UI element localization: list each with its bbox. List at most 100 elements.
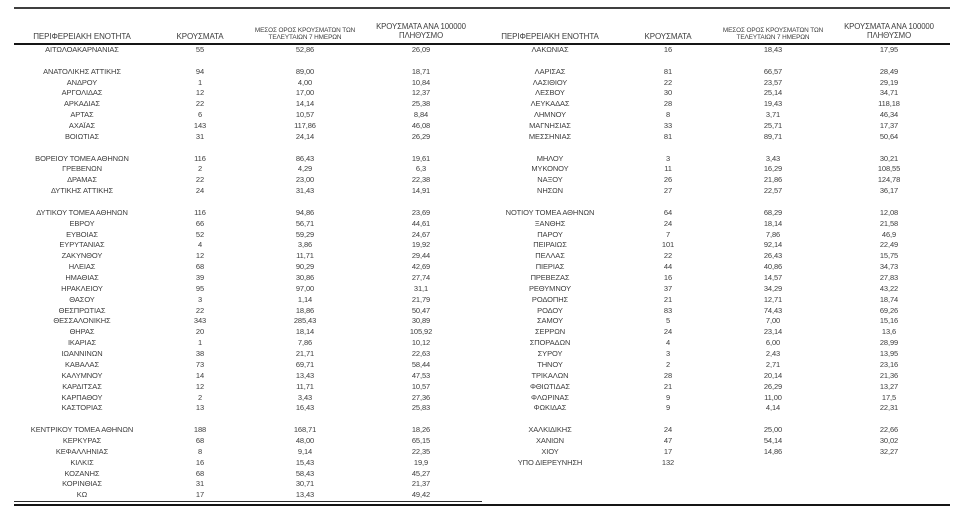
region-cell: ΤΗΝΟΥ: [537, 359, 563, 369]
per100k-cell: 32,27: [879, 446, 899, 456]
table-row: ΖΑΚΥΝΘΟΥ 12 11,71 29,44 ΠΕΛΛΑΣ 22 26,43 …: [14, 251, 950, 262]
cases-cell: 68: [195, 468, 205, 478]
table-row: ΚΑΡΔΙΤΣΑΣ 12 11,71 10,57 ΦΘΙΩΤΙΔΑΣ 21 26…: [14, 382, 950, 393]
table-row: ΔΡΑΜΑΣ 22 23,00 22,38 ΝΑΞΟΥ 26 21,86 124…: [14, 175, 950, 186]
per100k-cell: 25,38: [411, 99, 431, 109]
header-region-right: ΠΕΡΙΦΕΡΕΙΑΚΗ ΕΝΟΤΗΤΑ: [482, 9, 618, 41]
table-row: ΒΟΙΩΤΙΑΣ 31 24,14 26,29 ΜΕΣΣΗΝΙΑΣ 81 89,…: [14, 132, 950, 143]
avg7-cell: 3,43: [765, 153, 781, 163]
cases-cell: 11: [664, 164, 672, 174]
per100k-cell: 118,18: [878, 99, 900, 109]
region-cell: [482, 490, 618, 501]
per100k-cell: [360, 56, 482, 67]
region-cell: ΠΙΕΡΙΑΣ: [535, 262, 565, 272]
per100k-cell: 19,92: [411, 240, 431, 250]
avg7-cell: [718, 479, 828, 490]
cases-cell: 22: [195, 175, 205, 185]
per100k-cell: 30,02: [879, 435, 899, 445]
region-cell: ΗΛΕΙΑΣ: [68, 262, 96, 272]
avg7-cell: 2,43: [765, 349, 781, 359]
table-row: ΚΑΣΤΟΡΙΑΣ 13 16,43 25,83 ΦΩΚΙΔΑΣ 9 4,14 …: [14, 403, 950, 414]
avg7-cell: 11,71: [296, 251, 314, 261]
table-row: ΔΥΤΙΚΟΥ ΤΟΜΕΑ ΑΘΗΝΩΝ 116 94,86 23,69 ΝΟΤ…: [14, 208, 950, 219]
avg7-cell: 89,00: [295, 66, 315, 76]
region-cell: [482, 469, 618, 480]
avg7-cell: 7,86: [765, 229, 781, 239]
avg7-cell: [250, 414, 360, 425]
avg7-cell: [250, 56, 360, 67]
per100k-cell: 27,74: [411, 273, 431, 283]
region-cell: ΚΟΡΙΝΘΙΑΣ: [62, 479, 102, 489]
per100k-cell: [360, 197, 482, 208]
header-label-line2: ΠΛΗΘΥΣΜΟ: [398, 31, 444, 41]
cases-cell: 2: [197, 164, 203, 174]
avg7-cell: 18,86: [295, 305, 315, 315]
cases-cell: 16: [195, 457, 205, 467]
avg7-cell: 3,43: [297, 392, 313, 402]
region-cell: ΒΟΡΕΙΟΥ ΤΟΜΕΑ ΑΘΗΝΩΝ: [35, 153, 129, 163]
region-cell: ΘΕΣΠΡΩΤΙΑΣ: [58, 305, 106, 315]
cases-cell: [150, 56, 250, 67]
avg7-cell: 24,14: [295, 131, 315, 141]
table-row: ΗΡΑΚΛΕΙΟΥ 95 97,00 31,1 ΡΕΘΥΜΝΟΥ 37 34,2…: [14, 284, 950, 295]
table-row: ΕΒΡΟΥ 66 56,71 44,61 ΞΑΝΘΗΣ 24 18,14 21,…: [14, 219, 950, 230]
region-cell: ΦΘΙΩΤΙΔΑΣ: [530, 381, 570, 391]
region-cell: ΑΙΤΩΛΟΑΚΑΡΝΑΝΙΑΣ: [45, 45, 119, 54]
cases-cell: 8: [665, 110, 671, 120]
avg7-cell: 6,00: [765, 338, 781, 348]
cases-cell: 31: [195, 131, 205, 141]
region-cell: ΔΥΤΙΚΟΥ ΤΟΜΕΑ ΑΘΗΝΩΝ: [36, 207, 128, 217]
avg7-cell: 14,86: [763, 446, 783, 456]
avg7-cell: 9,14: [297, 446, 313, 456]
per100k-cell: [828, 143, 950, 154]
cases-cell: 4: [197, 240, 203, 250]
cases-cell: 21: [663, 294, 673, 304]
per100k-cell: [828, 458, 950, 469]
avg7-cell: 117,86: [294, 121, 316, 131]
header-rule: [14, 43, 950, 45]
cases-cell: 14: [195, 370, 205, 380]
avg7-cell: 18,14: [295, 327, 315, 337]
table-row: ΑΡΤΑΣ 6 10,57 8,84 ΛΗΜΝΟΥ 8 3,71 46,34: [14, 110, 950, 121]
region-cell: ΣΥΡΟΥ: [537, 349, 563, 359]
region-cell: ΘΑΣΟΥ: [69, 294, 95, 304]
region-cell: ΑΧΑΪΑΣ: [68, 121, 96, 131]
table-row: [14, 56, 950, 67]
per100k-cell: 10,12: [411, 338, 431, 348]
cases-cell: 2: [665, 359, 671, 369]
header-avg7-right: ΜΕΣΟΣ ΟΡΟΣ ΚΡΟΥΣΜΑΤΩΝ ΤΩΝ ΤΕΛΕΥΤΑΙΩΝ 7 Η…: [718, 9, 828, 41]
cases-cell: 68: [195, 262, 205, 272]
table-row: ΚΑΡΠΑΘΟΥ 2 3,43 27,36 ΦΛΩΡΙΝΑΣ 9 11,00 1…: [14, 393, 950, 404]
avg7-cell: [718, 56, 828, 67]
region-cell: ΙΚΑΡΙΑΣ: [67, 338, 97, 348]
region-cell: [482, 414, 618, 425]
per100k-cell: 27,36: [411, 392, 431, 402]
table-row: ΚΑΛΥΜΝΟΥ 14 13,43 47,53 ΤΡΙΚΑΛΩΝ 28 20,1…: [14, 371, 950, 382]
region-cell: ΚΑΣΤΟΡΙΑΣ: [61, 403, 103, 413]
header-per100k-right: ΚΡΟΥΣΜΑΤΑ ΑΝΑ 100000 ΠΛΗΘΥΣΜΟ: [828, 9, 950, 41]
cases-cell: 16: [663, 273, 673, 283]
avg7-cell: 14,57: [763, 273, 783, 283]
per100k-cell: 31,1: [413, 283, 429, 293]
region-cell: ΛΑΡΙΣΑΣ: [534, 66, 566, 76]
per100k-cell: 69,26: [879, 305, 899, 315]
region-cell: ΚΕΦΑΛΛΗΝΙΑΣ: [55, 446, 109, 456]
cases-cell: 68: [195, 435, 205, 445]
table-row: ΑΙΤΩΛΟΑΚΑΡΝΑΝΙΑΣ 55 52,86 26,09 ΛΑΚΩΝΙΑΣ…: [14, 45, 950, 56]
cases-cell: 5: [665, 316, 671, 326]
per100k-cell: 10,84: [411, 77, 431, 87]
per100k-cell: [828, 414, 950, 425]
region-cell: ΣΕΡΡΩΝ: [534, 327, 566, 337]
per100k-cell: 29,19: [879, 77, 899, 87]
avg7-cell: 74,43: [763, 305, 783, 315]
region-cell: ΙΩΑΝΝΙΝΩΝ: [61, 349, 103, 359]
table-row: ΓΡΕΒΕΝΩΝ 2 4,29 6,3 ΜΥΚΟΝΟΥ 11 16,29 108…: [14, 164, 950, 175]
per100k-cell: 34,73: [879, 262, 899, 272]
avg7-cell: 15,43: [295, 457, 315, 467]
avg7-cell: [718, 490, 828, 501]
avg7-cell: [718, 458, 828, 469]
avg7-cell: 4,14: [765, 403, 781, 413]
table-row: ΑΡΚΑΔΙΑΣ 22 14,14 25,38 ΛΕΥΚΑΔΑΣ 28 19,4…: [14, 99, 950, 110]
per100k-cell: 25,83: [411, 403, 431, 413]
per100k-cell: 23,16: [879, 359, 899, 369]
